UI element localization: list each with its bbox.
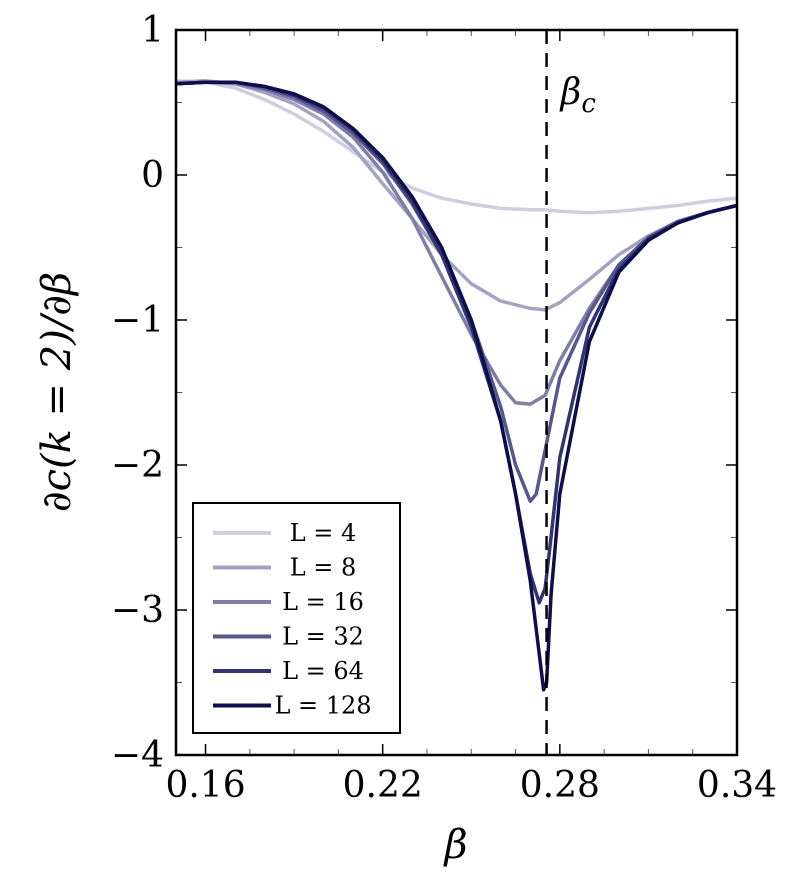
legend-box bbox=[192, 502, 401, 734]
x-tick-label: 0.16 bbox=[165, 765, 245, 806]
series-line-3 bbox=[176, 80, 737, 406]
series-line-6 bbox=[176, 80, 737, 692]
series-line-2 bbox=[176, 79, 737, 312]
legend: L = 4 L = 8 L = 16 L = 32 L = 64 L = 128 bbox=[192, 502, 401, 734]
y-tick-label: −1 bbox=[111, 300, 164, 341]
critical-beta-symbol: β bbox=[559, 72, 582, 113]
y-tick-label: 1 bbox=[141, 10, 164, 51]
legend-label: L = 128 bbox=[274, 692, 371, 720]
legend-label: L = 4 bbox=[290, 519, 357, 547]
y-tick-label: 0 bbox=[141, 155, 164, 196]
legend-label: L = 64 bbox=[282, 657, 364, 685]
critical-beta-label: βc bbox=[559, 72, 597, 119]
y-axis-label: ∂c(k = 2)/∂β bbox=[34, 272, 80, 512]
y-tick-label: −4 bbox=[111, 735, 164, 776]
plot-frame bbox=[174, 28, 739, 757]
series-layer bbox=[176, 79, 737, 692]
legend-label: L = 8 bbox=[290, 554, 357, 582]
x-tick-label: 0.28 bbox=[520, 765, 600, 806]
x-axis-label: β bbox=[442, 822, 467, 868]
legend-label: L = 16 bbox=[282, 588, 364, 616]
tick-labels: 0.16 0.22 0.28 0.34 −4 −3 −2 −1 0 1 bbox=[111, 10, 777, 806]
y-tick-label: −3 bbox=[111, 590, 164, 631]
series-line-1 bbox=[176, 79, 737, 215]
y-tick-label: −2 bbox=[111, 445, 164, 486]
x-tick-label: 0.34 bbox=[697, 765, 777, 806]
critical-beta-subscript: c bbox=[581, 89, 596, 119]
legend-label: L = 32 bbox=[282, 623, 364, 651]
x-tick-label: 0.22 bbox=[343, 765, 423, 806]
